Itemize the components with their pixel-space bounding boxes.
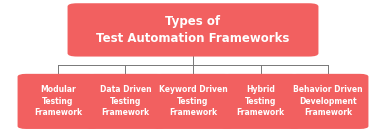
Text: Types of
Test Automation Frameworks: Types of Test Automation Frameworks bbox=[96, 15, 290, 45]
FancyBboxPatch shape bbox=[68, 3, 318, 57]
FancyBboxPatch shape bbox=[152, 74, 233, 129]
FancyBboxPatch shape bbox=[85, 74, 166, 129]
Text: Behavior Driven
Development
Framework: Behavior Driven Development Framework bbox=[293, 85, 363, 117]
Text: Modular
Testing
Framework: Modular Testing Framework bbox=[34, 85, 82, 117]
Text: Data Driven
Testing
Framework: Data Driven Testing Framework bbox=[100, 85, 151, 117]
FancyBboxPatch shape bbox=[17, 74, 98, 129]
FancyBboxPatch shape bbox=[288, 74, 369, 129]
FancyBboxPatch shape bbox=[220, 74, 301, 129]
Text: Keyword Driven
Testing
Framework: Keyword Driven Testing Framework bbox=[159, 85, 227, 117]
Text: Hybrid
Testing
Framework: Hybrid Testing Framework bbox=[237, 85, 284, 117]
